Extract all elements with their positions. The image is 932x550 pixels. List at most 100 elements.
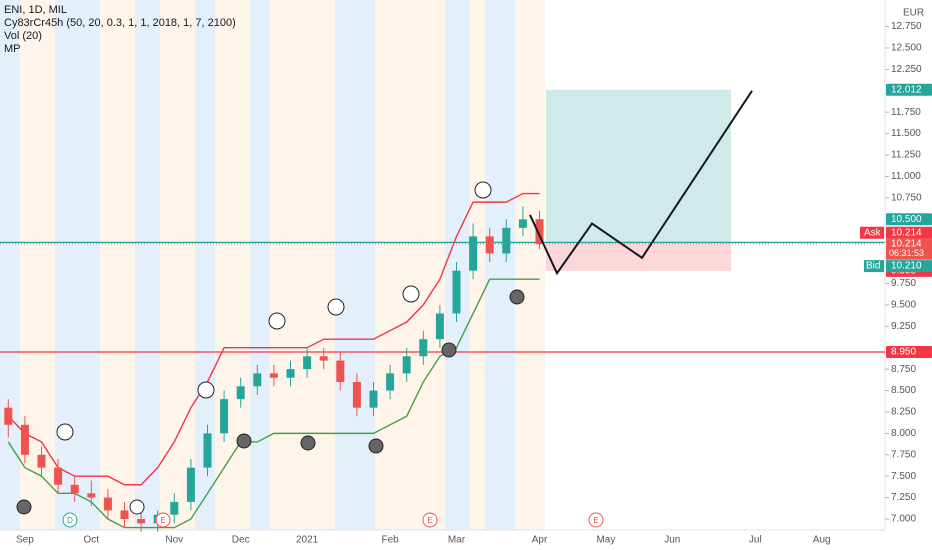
candle-body: [220, 399, 229, 434]
candle-body: [286, 369, 295, 378]
price-badge: [886, 237, 932, 260]
y-tick-label: 7.500: [891, 471, 916, 482]
candle-body: [535, 219, 544, 245]
candle-body: [20, 424, 29, 455]
x-tick-label: Nov: [165, 535, 183, 546]
y-tick-label: 7.750: [891, 449, 916, 460]
price-badge-label: 10.214: [891, 238, 922, 249]
candle-body: [402, 356, 411, 374]
cycle-background: [0, 0, 545, 530]
event-label: D: [67, 516, 73, 525]
price-badge: [886, 260, 932, 273]
x-tick-label: Oct: [84, 535, 100, 546]
event-label: E: [160, 516, 165, 525]
candle-body: [386, 373, 395, 391]
candle-body: [103, 497, 112, 511]
y-tick-label: 9.250: [891, 321, 916, 332]
candle-body: [435, 313, 444, 340]
price-badge: [886, 83, 932, 96]
candle-body: [352, 381, 361, 408]
price-badge: [886, 346, 932, 359]
candle-body: [4, 407, 13, 425]
y-tick-label: 11.250: [891, 150, 921, 161]
candle-body: [186, 467, 195, 502]
y-tick-label: 8.500: [891, 385, 916, 396]
x-tick-label: Sep: [16, 535, 34, 546]
y-tick-label: 7.250: [891, 492, 916, 503]
candle-body: [485, 236, 494, 254]
x-tick-label: 2021: [296, 535, 319, 546]
symbol-title: ENI, 1D, MIL: [4, 4, 67, 16]
x-tick-label: Dec: [232, 535, 250, 546]
price-badge-label: 10.500: [891, 214, 922, 225]
y-tick-label: 11.500: [891, 128, 921, 139]
candle-body: [54, 467, 63, 485]
candle-body: [303, 356, 312, 370]
candle-body: [120, 510, 129, 520]
price-badge: [886, 213, 932, 226]
upper-band: [7, 192, 540, 486]
candle-body: [319, 356, 328, 361]
projection-line: [529, 90, 753, 276]
event-marker: [155, 512, 171, 528]
bid-tag-label: Bid: [866, 261, 880, 272]
price-badge-label: 10.214: [891, 227, 922, 238]
candle-body: [518, 219, 527, 228]
candle-body: [253, 373, 262, 387]
currency: EUR: [903, 8, 924, 19]
price-badge: [886, 226, 932, 239]
candle-body: [502, 227, 511, 254]
indicator-legend: Vol (20): [4, 30, 42, 42]
price-badge-label: 12.012: [891, 84, 922, 95]
candle-body: [369, 390, 378, 408]
y-tick-label: 12.250: [891, 64, 922, 75]
x-tick-label: Mar: [448, 535, 466, 546]
countdown: 06:31:53: [889, 248, 924, 258]
event-marker: [62, 512, 78, 528]
profit-zone: [546, 89, 731, 244]
y-tick-label: 11.000: [891, 171, 921, 182]
price-badge-label: 10.210: [891, 261, 922, 272]
ask-tag-label: Ask: [864, 227, 882, 238]
candle-body: [137, 519, 146, 524]
candle-body: [452, 270, 461, 314]
y-tick-label: 8.000: [891, 428, 916, 439]
cycle-markers: [16, 181, 525, 515]
x-tick-label: Feb: [381, 535, 399, 546]
x-tick-label: Jun: [664, 535, 680, 546]
candle-body: [419, 339, 428, 357]
event-marker: [588, 512, 604, 528]
candle-body: [469, 236, 478, 271]
y-tick-label: 7.000: [891, 514, 916, 525]
x-tick-label: Apr: [532, 535, 548, 546]
event-marker: [422, 512, 438, 528]
y-tick-label: 8.750: [891, 364, 916, 375]
x-tick-label: Aug: [813, 535, 831, 546]
candle-body: [70, 484, 79, 494]
x-tick-label: Jul: [749, 535, 762, 546]
plot: [0, 89, 885, 532]
candle-body: [269, 373, 278, 378]
ask-tag: [860, 226, 884, 239]
y-tick-label: 12.750: [891, 21, 922, 32]
bid-tag: [864, 260, 884, 273]
event-label: E: [427, 516, 432, 525]
y-tick-label: 11.750: [891, 107, 921, 118]
event-label: E: [593, 516, 598, 525]
y-tick-label: 12.500: [891, 43, 922, 54]
x-tick-label: May: [596, 535, 615, 546]
indicator-legend: MP: [4, 43, 21, 55]
candle-body: [336, 360, 345, 382]
y-tick-label: 10.750: [891, 192, 922, 203]
loss-zone: [546, 243, 731, 271]
candle-body: [236, 386, 245, 400]
indicator-legend: Cy83rCr45h (50, 20, 0.3, 1, 1, 2018, 1, …: [4, 17, 236, 29]
price-badge-label: 8.950: [891, 347, 916, 358]
y-tick-label: 9.500: [891, 300, 916, 311]
candle-body: [37, 454, 46, 468]
y-tick-label: 9.750: [891, 278, 916, 289]
candle-body: [170, 501, 179, 515]
y-tick-label: 8.250: [891, 407, 916, 418]
candle-body: [87, 493, 96, 498]
